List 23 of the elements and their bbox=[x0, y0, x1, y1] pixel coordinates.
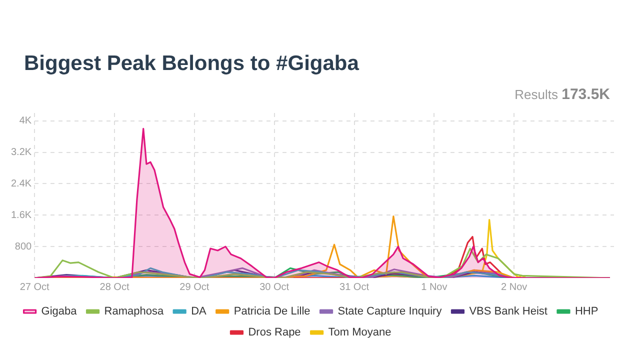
legend-label: Ramaphosa bbox=[104, 306, 164, 318]
x-tick-label: 1 Nov bbox=[421, 282, 448, 293]
x-tick-label: 29 Oct bbox=[180, 282, 210, 293]
text: Results 173.5K bbox=[514, 86, 610, 103]
legend-label: HHP bbox=[574, 306, 598, 318]
y-tick-label: 3.2K bbox=[10, 147, 32, 158]
legend-label: DA bbox=[191, 306, 208, 318]
x-tick-label: 2 Nov bbox=[501, 282, 528, 293]
y-tick-label: 4K bbox=[19, 116, 32, 127]
y-tick-label: 800 bbox=[14, 241, 32, 252]
x-tick-label: 27 Oct bbox=[20, 282, 50, 293]
x-tick-label: 30 Oct bbox=[260, 282, 290, 293]
x-tick-label: 31 Oct bbox=[340, 282, 370, 293]
y-tick-label: 1.6K bbox=[10, 210, 32, 221]
x-tick-label: 28 Oct bbox=[100, 282, 130, 293]
legend-label: VBS Bank Heist bbox=[469, 306, 548, 318]
y-tick-label: 2.4K bbox=[10, 178, 32, 190]
legend-label: Tom Moyane bbox=[328, 326, 392, 339]
chart-title: Biggest Peak Belongs to #Gigaba bbox=[24, 52, 359, 76]
legend-label: Dros Rape bbox=[248, 326, 301, 339]
legend-label: Gigaba bbox=[41, 306, 78, 318]
legend-label: State Capture Inquiry bbox=[338, 306, 442, 318]
legend-label: Patricia De Lille bbox=[234, 306, 310, 318]
